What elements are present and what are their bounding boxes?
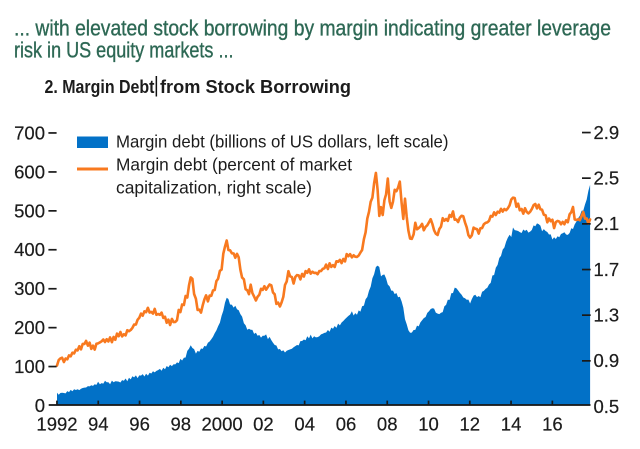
svg-text:Margin debt (billions of US do: Margin debt (billions of US dollars, lef… [116, 132, 449, 152]
svg-text:06: 06 [336, 414, 357, 435]
svg-text:2. Margin Debt: 2. Margin Debt [45, 76, 155, 97]
svg-text:risk in US equity markets ...: risk in US equity markets ... [14, 38, 234, 63]
svg-text:1.7: 1.7 [594, 259, 620, 280]
svg-text:0.5: 0.5 [594, 396, 620, 417]
svg-text:2.9: 2.9 [594, 122, 620, 143]
svg-text:1.3: 1.3 [594, 305, 620, 326]
svg-text:400: 400 [14, 239, 45, 260]
svg-text:700: 700 [14, 122, 45, 143]
svg-text:0.9: 0.9 [594, 350, 620, 371]
svg-text:08: 08 [377, 414, 398, 435]
svg-text:2.1: 2.1 [594, 213, 620, 234]
svg-text:300: 300 [14, 278, 45, 299]
svg-text:from Stock Borrowing: from Stock Borrowing [160, 76, 351, 97]
svg-text:94: 94 [88, 414, 109, 435]
svg-text:10: 10 [418, 414, 439, 435]
svg-text:500: 500 [14, 200, 45, 221]
svg-text:capitalization, right scale): capitalization, right scale) [116, 178, 312, 198]
svg-text:02: 02 [253, 414, 274, 435]
svg-text:12: 12 [460, 414, 481, 435]
svg-text:16: 16 [542, 414, 563, 435]
svg-text:Margin debt (percent of market: Margin debt (percent of market [116, 155, 352, 175]
svg-text:100: 100 [14, 356, 45, 377]
svg-text:2.5: 2.5 [594, 168, 620, 189]
svg-text:600: 600 [14, 161, 45, 182]
svg-text:200: 200 [14, 317, 45, 338]
svg-text:04: 04 [294, 414, 315, 435]
svg-text:... with elevated stock borrow: ... with elevated stock borrowing by mar… [14, 16, 611, 41]
svg-text:0: 0 [35, 395, 45, 416]
svg-text:2000: 2000 [202, 414, 243, 435]
svg-text:1992: 1992 [36, 414, 77, 435]
svg-text:98: 98 [171, 414, 192, 435]
svg-text:14: 14 [501, 414, 522, 435]
svg-text:96: 96 [129, 414, 150, 435]
